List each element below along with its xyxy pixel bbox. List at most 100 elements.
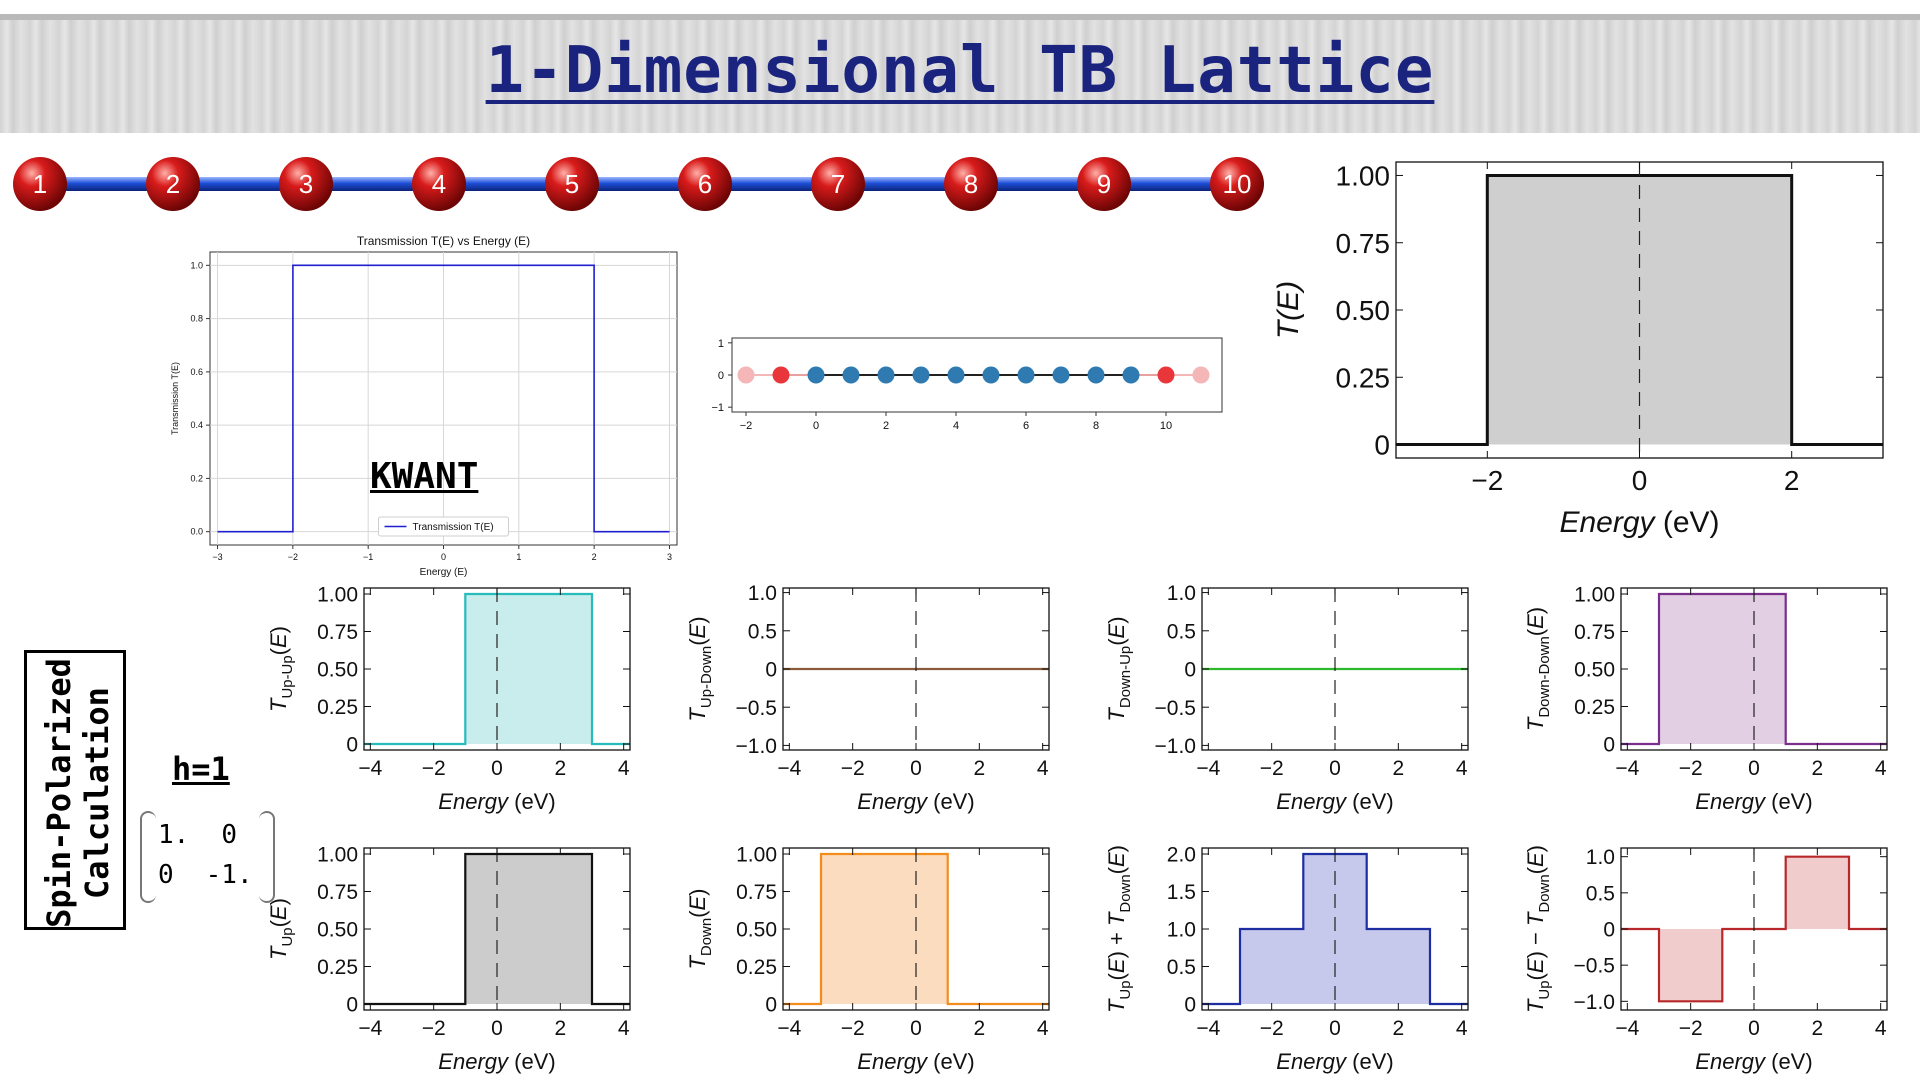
legend-label: Transmission T(E) [413, 522, 494, 533]
chart-down_up: −4 −2 0 2 4 −1.0 −0.5 0 0.5 1.0 Energy (eV) TDown-U… [1104, 582, 1469, 814]
matrix-left-bracket [140, 811, 156, 903]
series-line [783, 852, 1049, 1006]
y-tick-label: 0.75 [736, 881, 777, 904]
y-tick-label: 0 [1184, 994, 1196, 1017]
x-tick-label: −4 [1196, 757, 1220, 780]
y-axis-label: TUp(E) − TDown(E) [1523, 845, 1553, 1013]
y-label-T: T [266, 697, 291, 712]
chart-up_down: −4 −2 0 2 4 −1.0 −0.5 0 0.5 1.0 Energy (eV) TUp-Dow… [685, 582, 1050, 814]
matrix-cell: 1. [158, 820, 190, 850]
x-tick-label: −1 [363, 552, 373, 562]
y-tick-label: 0.25 [1336, 362, 1391, 393]
y-label-E: E [1104, 852, 1129, 867]
atom-site [279, 157, 333, 211]
y-axis-label: TDown(E) [685, 888, 715, 969]
y-tick-label: 0.0 [190, 527, 203, 537]
atom-site [678, 157, 732, 211]
x-tick-label: 2 [554, 1017, 566, 1040]
atom-label: 6 [698, 169, 712, 199]
x-tick-label: 0 [441, 552, 446, 562]
y-axis-label: TDown-Down(E) [1523, 607, 1553, 731]
y-label-paren: ) [266, 898, 291, 905]
y-axis-label: TUp(E) [266, 898, 296, 960]
x-tick-label: −4 [358, 757, 382, 780]
chart-down_down: −4 −2 0 2 4 0 0.25 0.50 0.75 1.00 Energy (eV) TDown… [1523, 584, 1888, 814]
y-tick-label: 1.00 [736, 844, 777, 867]
x-axis-label: Energy (eV) [1695, 1049, 1812, 1074]
y-tick-label: 0 [1603, 919, 1615, 942]
y-label-paren: ) [1523, 951, 1548, 958]
x-tick-label: 8 [1093, 420, 1099, 432]
x-axis-label-var: Energy [1695, 789, 1771, 814]
y-label-op: − [1523, 926, 1548, 951]
x-tick-label: 2 [1784, 465, 1800, 496]
y-label-paren: ) [685, 616, 710, 623]
y-label-op: + [1104, 926, 1129, 951]
y-tick-label: −0.5 [736, 697, 777, 720]
lattice-site [982, 366, 1000, 384]
y-axis-label: TUp(E) + TDown(E) [1104, 845, 1134, 1013]
atom-label: 1 [33, 169, 47, 199]
x-tick-label: −3 [212, 552, 222, 562]
x-tick-label: 4 [618, 757, 630, 780]
y-tick-label: 0.5 [748, 620, 777, 643]
series-line [1621, 592, 1887, 746]
y-tick-label: −0.5 [1574, 955, 1615, 978]
y-label-E: E [685, 623, 710, 638]
y-tick-label: 0.25 [736, 956, 777, 979]
lattice-site [1122, 366, 1140, 384]
y-label-E: E [1104, 623, 1129, 638]
y-label-paren: ( [266, 919, 291, 927]
y-label-subscript: Down [1117, 874, 1134, 912]
y-tick-label: 0.50 [736, 919, 777, 942]
y-label-paren: ) [1104, 951, 1129, 958]
x-axis-label: Energy (eV) [857, 1049, 974, 1074]
y-axis-label: TUp-Up(E) [266, 626, 296, 712]
atom-label: 3 [299, 169, 313, 199]
atom-site [1077, 157, 1131, 211]
x-axis-label: Energy (E) [420, 567, 468, 578]
lattice-site [877, 366, 895, 384]
x-tick-label: 4 [1875, 1017, 1887, 1040]
y-label-paren: ( [266, 647, 291, 655]
y-tick-label: 2.0 [1167, 844, 1196, 867]
y-tick-label: 1.5 [1167, 881, 1196, 904]
y-label-T: T [1104, 911, 1129, 926]
y-label-subscript: Up [279, 927, 296, 946]
x-tick-label: 2 [554, 757, 566, 780]
y-label-T: T [685, 955, 710, 970]
atom-label: 2 [166, 169, 180, 199]
y-label-subscript: Up-Down [698, 646, 715, 708]
y-tick-label: 0.6 [190, 367, 203, 377]
y-tick-label: 0 [1184, 659, 1196, 682]
y-label-paren: ) [685, 888, 710, 895]
y-tick-label: 1.0 [1586, 846, 1615, 869]
spin-polarized-label: Spin-Polarized Calculation [40, 658, 116, 928]
x-tick-label: 2 [1392, 1017, 1404, 1040]
page-title: 1-Dimensional TB Lattice [485, 34, 1435, 108]
spin-polarized-box: Spin-Polarized Calculation [24, 650, 126, 930]
x-tick-label: 0 [1748, 757, 1760, 780]
x-axis-label-unit: (eV) [514, 789, 556, 814]
y-label-T: T [1523, 911, 1548, 926]
x-axis-label-var: Energy [1559, 506, 1662, 539]
x-tick-label: −4 [1615, 757, 1639, 780]
x-tick-label: −2 [288, 552, 298, 562]
x-tick-label: 6 [1023, 420, 1029, 432]
y-label-subscript: Down-Up [1117, 646, 1134, 708]
x-tick-label: 0 [491, 757, 503, 780]
x-tick-label: −2 [1679, 757, 1703, 780]
atom-site [944, 157, 998, 211]
y-tick-label: 0.25 [317, 956, 358, 979]
atom-site [412, 157, 466, 211]
y-label-E: E [1523, 852, 1548, 867]
y-tick-label: 1.0 [190, 260, 203, 270]
lattice-site [1192, 366, 1210, 384]
atom-site [811, 157, 865, 211]
x-tick-label: 3 [667, 552, 672, 562]
y-tick-label: −1.0 [1155, 735, 1196, 758]
y-label-paren: ( [1104, 972, 1129, 980]
